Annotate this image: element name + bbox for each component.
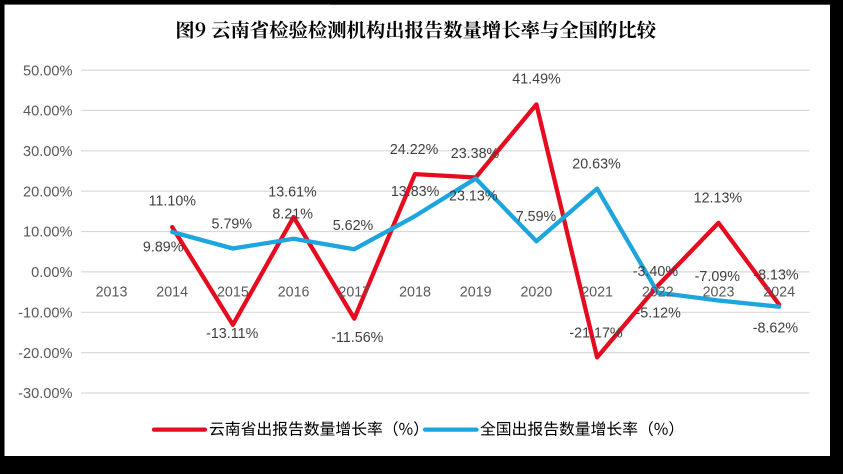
svg-text:5.79%: 5.79% <box>212 216 253 232</box>
svg-text:2023: 2023 <box>703 285 735 301</box>
svg-text:-7.09%: -7.09% <box>695 269 741 285</box>
svg-text:10.00%: 10.00% <box>23 225 73 241</box>
svg-text:2017: 2017 <box>338 285 370 301</box>
svg-text:-11.56%: -11.56% <box>331 330 383 346</box>
svg-text:2014: 2014 <box>156 285 188 301</box>
svg-text:23.38%: 23.38% <box>451 146 500 162</box>
svg-text:2022: 2022 <box>642 285 674 301</box>
svg-text:2019: 2019 <box>460 285 492 301</box>
svg-text:-20.00%: -20.00% <box>18 346 72 362</box>
svg-text:-13.11%: -13.11% <box>206 326 258 342</box>
svg-text:2015: 2015 <box>217 285 249 301</box>
svg-text:-8.13%: -8.13% <box>753 267 799 283</box>
svg-text:13.61%: 13.61% <box>268 185 317 201</box>
svg-text:12.13%: 12.13% <box>694 191 743 207</box>
svg-text:2016: 2016 <box>278 285 310 301</box>
svg-text:40.00%: 40.00% <box>23 104 73 120</box>
svg-text:7.59%: 7.59% <box>516 209 557 225</box>
svg-text:2024: 2024 <box>763 285 795 301</box>
svg-text:5.62%: 5.62% <box>333 218 374 234</box>
svg-text:30.00%: 30.00% <box>23 144 73 160</box>
svg-text:0.00%: 0.00% <box>31 265 72 281</box>
svg-text:13.83%: 13.83% <box>391 184 440 200</box>
svg-text:-3.40%: -3.40% <box>633 264 679 280</box>
svg-text:11.10%: 11.10% <box>149 194 197 210</box>
svg-text:-21.17%: -21.17% <box>569 326 623 342</box>
svg-text:2020: 2020 <box>520 285 552 301</box>
svg-text:2021: 2021 <box>581 285 613 301</box>
svg-text:23.13%: 23.13% <box>449 189 498 205</box>
svg-text:41.49%: 41.49% <box>512 71 561 87</box>
svg-text:2018: 2018 <box>399 285 431 301</box>
svg-text:9.89%: 9.89% <box>143 240 184 256</box>
svg-text:24.22%: 24.22% <box>390 142 439 158</box>
svg-text:2013: 2013 <box>96 285 128 301</box>
svg-text:-8.62%: -8.62% <box>753 320 799 336</box>
svg-text:8.21%: 8.21% <box>272 206 313 222</box>
svg-text:-10.00%: -10.00% <box>18 306 72 322</box>
svg-text:-30.00%: -30.00% <box>18 386 72 402</box>
svg-text:50.00%: 50.00% <box>23 63 73 79</box>
svg-text:20.00%: 20.00% <box>23 184 73 200</box>
svg-text:-5.12%: -5.12% <box>636 306 682 322</box>
svg-text:20.63%: 20.63% <box>572 156 621 172</box>
